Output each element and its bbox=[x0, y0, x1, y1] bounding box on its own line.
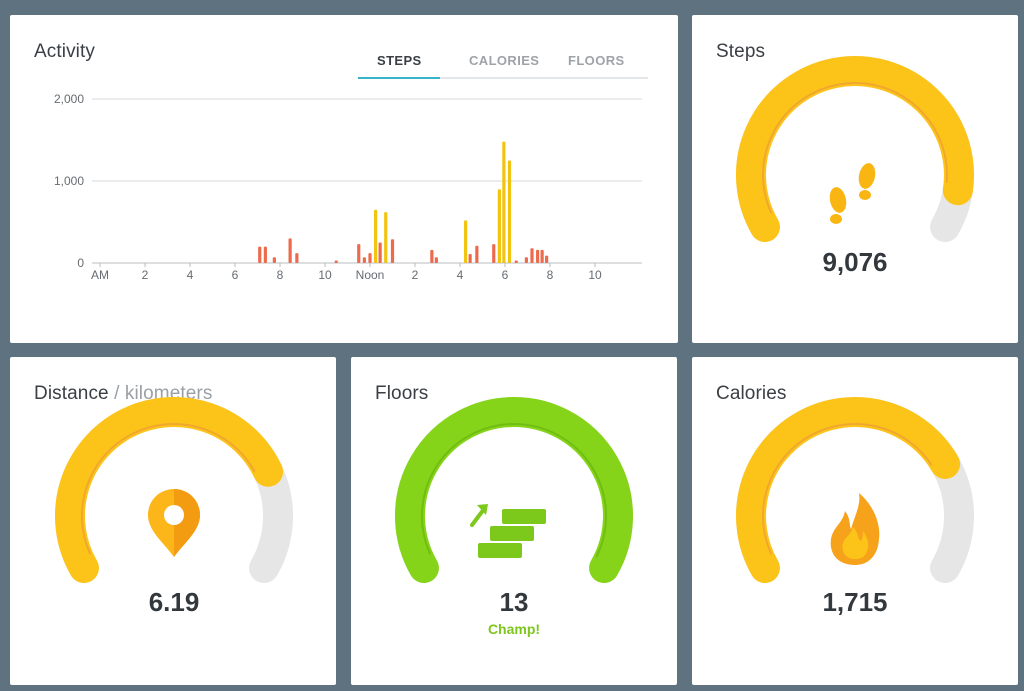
x-tick-label: 6 bbox=[232, 268, 239, 282]
activity-bar-active[interactable] bbox=[502, 141, 506, 263]
activity-bar-light[interactable] bbox=[475, 245, 479, 263]
footprints-icon bbox=[829, 163, 876, 224]
activity-bar-light[interactable] bbox=[258, 246, 262, 263]
distance-value: 6.19 bbox=[149, 587, 200, 617]
flame-icon bbox=[830, 493, 880, 565]
activity-bar-light[interactable] bbox=[434, 257, 438, 263]
activity-bar-light[interactable] bbox=[430, 249, 434, 263]
activity-tabs: STEPS CALORIES FLOORS bbox=[358, 35, 648, 79]
activity-bar-light[interactable] bbox=[492, 244, 496, 263]
activity-bar-light[interactable] bbox=[368, 253, 372, 263]
calories-card[interactable]: Calories 1,715 bbox=[692, 357, 1018, 685]
activity-bar-light[interactable] bbox=[357, 244, 361, 263]
distance-gauge-arc bbox=[55, 397, 293, 583]
x-tick-label: AM bbox=[91, 268, 109, 282]
floors-value: 13 bbox=[500, 587, 529, 617]
x-tick-label: 10 bbox=[588, 268, 602, 282]
x-tick-label: 10 bbox=[318, 268, 332, 282]
distance-card[interactable]: Distance / kilometers 6.19 bbox=[10, 357, 336, 685]
y-tick-label: 1,000 bbox=[54, 174, 84, 188]
activity-bar-active[interactable] bbox=[507, 160, 512, 264]
floors-card[interactable]: Floors 13 Champ! bbox=[351, 357, 677, 685]
activity-bar-light[interactable] bbox=[540, 249, 544, 263]
activity-bar-light[interactable] bbox=[390, 239, 395, 263]
activity-bar-light[interactable] bbox=[530, 248, 534, 263]
floors-title: Floors bbox=[375, 383, 429, 404]
activity-bar-light[interactable] bbox=[536, 249, 540, 263]
activity-bar-light[interactable] bbox=[468, 253, 472, 263]
steps-gauge-arc bbox=[736, 56, 974, 242]
x-tick-label: 4 bbox=[187, 268, 194, 282]
steps-title: Steps bbox=[716, 41, 766, 62]
stairs-icon bbox=[470, 504, 546, 558]
steps-gauge-inner-line bbox=[762, 82, 948, 214]
steps-value: 9,076 bbox=[822, 247, 887, 277]
x-tick-label: 2 bbox=[412, 268, 419, 282]
tab-steps[interactable]: STEPS bbox=[377, 53, 422, 68]
activity-title: Activity bbox=[34, 41, 95, 62]
x-tick-label: 8 bbox=[277, 268, 284, 282]
activity-bar-active[interactable] bbox=[374, 209, 378, 263]
x-tick-label: 4 bbox=[457, 268, 464, 282]
distance-gauge-fill bbox=[55, 397, 284, 583]
floors-gauge-inner-line bbox=[421, 423, 607, 558]
activity-bar-light[interactable] bbox=[545, 255, 549, 263]
activity-bar-light[interactable] bbox=[524, 257, 528, 263]
activity-bar-active[interactable] bbox=[464, 220, 468, 263]
calories-gauge-inner-line bbox=[761, 423, 933, 555]
tab-calories[interactable]: CALORIES bbox=[469, 53, 540, 68]
distance-gauge: 6.19 bbox=[55, 397, 293, 617]
steps-card[interactable]: Steps 9,076 bbox=[692, 15, 1018, 343]
active-tab-indicator bbox=[358, 77, 440, 79]
x-tick-label: Noon bbox=[356, 268, 385, 282]
activity-bar-light[interactable] bbox=[295, 253, 299, 263]
steps-gauge: 9,076 bbox=[736, 56, 974, 277]
activity-bar-light[interactable] bbox=[334, 260, 338, 263]
activity-bar-light[interactable] bbox=[263, 246, 267, 263]
y-tick-label: 2,000 bbox=[54, 92, 84, 106]
calories-gauge-fill bbox=[736, 397, 961, 583]
distance-label: Distance bbox=[34, 383, 109, 404]
x-tick-label: 2 bbox=[142, 268, 149, 282]
calories-gauge: 1,715 bbox=[736, 397, 974, 617]
floors-badge: Champ! bbox=[488, 621, 540, 637]
activity-bar-light[interactable] bbox=[288, 238, 292, 263]
activity-chart: 0 1,000 2,000 AM 2 4 6 8 10 Noon 2 4 6 8 10 bbox=[54, 92, 642, 282]
tab-floors[interactable]: FLOORS bbox=[568, 53, 625, 68]
activity-card: Activity STEPS CALORIES FLOORS 0 1,000 2,0… bbox=[10, 15, 678, 343]
calories-gauge-arc bbox=[736, 397, 974, 583]
floors-gauge-fill bbox=[395, 397, 633, 583]
calories-title: Calories bbox=[716, 383, 787, 404]
x-tick-label: 6 bbox=[502, 268, 509, 282]
activity-bar-light[interactable] bbox=[272, 257, 276, 263]
calories-value: 1,715 bbox=[822, 587, 887, 617]
steps-gauge-fill bbox=[736, 56, 974, 242]
location-pin-icon bbox=[148, 489, 200, 557]
activity-bar-light[interactable] bbox=[362, 257, 366, 263]
x-tick-label: 8 bbox=[547, 268, 554, 282]
distance-gauge-inner-line bbox=[80, 423, 256, 555]
activity-bar-light[interactable] bbox=[514, 260, 518, 263]
floors-gauge-arc bbox=[395, 397, 633, 583]
floors-gauge: 13 Champ! bbox=[395, 397, 633, 637]
activity-bar-light[interactable] bbox=[378, 242, 382, 264]
y-tick-label: 0 bbox=[77, 256, 84, 270]
activity-bar-active[interactable] bbox=[497, 189, 501, 263]
activity-bar-active[interactable] bbox=[384, 212, 388, 263]
